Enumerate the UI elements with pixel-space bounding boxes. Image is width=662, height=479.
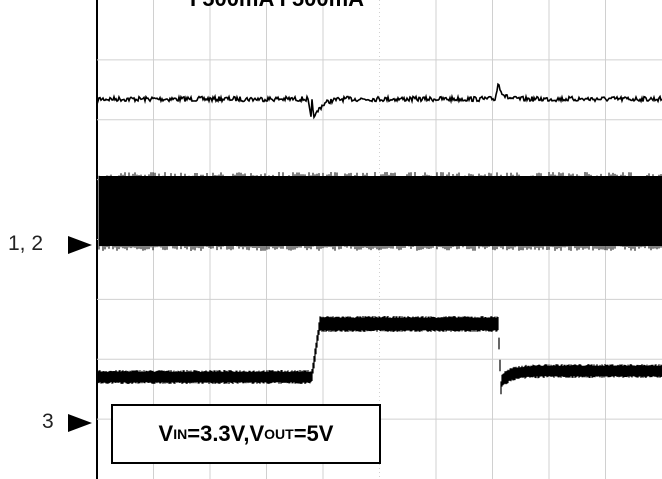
chart-title-partial: I 500mA I 500mA: [190, 0, 364, 12]
trace-channel-3: [96, 316, 662, 395]
trace-channel-2-edges: [98, 172, 662, 251]
channel-marker-arrow-1-2: [68, 236, 92, 254]
vout-sub: OUT: [264, 426, 294, 442]
channel-marker-arrow-3: [68, 414, 92, 432]
channel-marker-label-3: 3: [42, 410, 54, 433]
trace-channel-1: [96, 82, 662, 120]
vout-value: =5V: [293, 421, 334, 446]
channel-marker-label-1-2: 1, 2: [8, 232, 44, 255]
vin-value: =3.3V,: [187, 421, 250, 446]
vin-label: V: [158, 421, 174, 446]
conditions-annotation: V IN =3.3V, V OUT =5V: [111, 404, 381, 464]
vout-label: V: [249, 421, 265, 446]
vin-sub: IN: [173, 426, 188, 442]
traces: [96, 82, 662, 395]
